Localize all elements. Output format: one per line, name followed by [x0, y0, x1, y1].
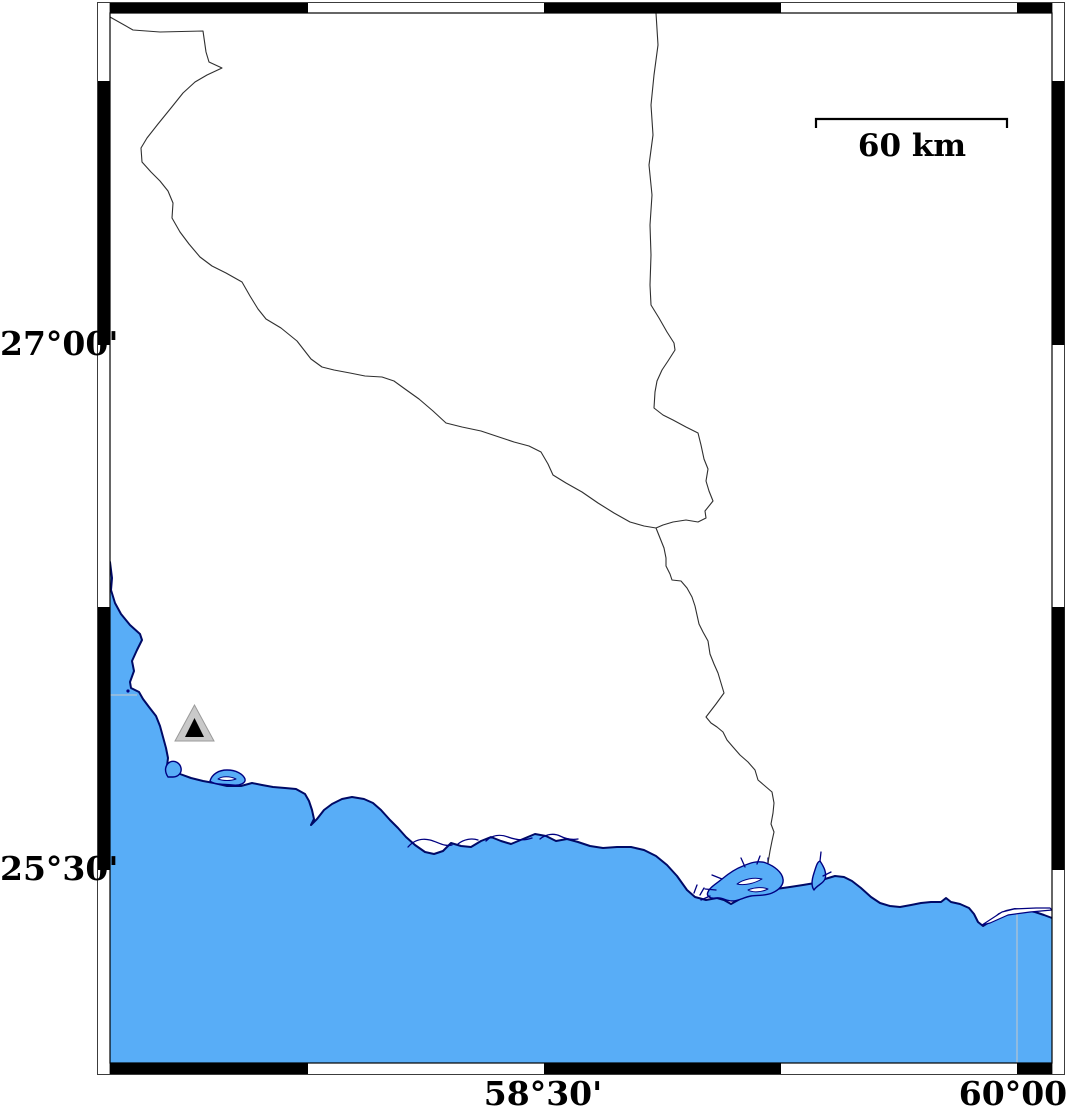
khor-small-east-spikes [819, 851, 832, 877]
frame-segment [544, 3, 781, 13]
boundary-line-north [648, 12, 714, 529]
khor-squiggle-4 [539, 833, 579, 841]
frame-segment [1052, 607, 1065, 870]
latitude-label-2530N: 25°30' [0, 849, 119, 888]
khor-small-east [811, 860, 827, 891]
map-frame [97, 2, 1065, 1075]
frame-segment [544, 1063, 781, 1074]
scale-bar-label: 60 km [857, 128, 967, 164]
latitude-label-27N: 27°00' [0, 324, 119, 363]
barrier-lagoon-east [981, 907, 1053, 926]
frame-segment [1017, 3, 1052, 13]
scale-bar [814, 117, 1009, 128]
frame-segment [1017, 1063, 1052, 1074]
frame-segment [98, 81, 110, 345]
longitude-label-5830E: 58°30' [483, 1074, 603, 1110]
frame-segment [98, 607, 110, 870]
lagoon-layer [126, 689, 1053, 926]
boundary-layer [109, 12, 775, 864]
coastline [109, 561, 1053, 927]
boundary-line-south [655, 527, 775, 864]
longitude-label-60E: 60°00' [958, 1074, 1066, 1110]
khor-small-west [164, 760, 182, 778]
lagoon-complex-sliver-1 [736, 877, 763, 886]
sea-fill [110, 562, 1052, 1063]
boundary-line-west [109, 16, 657, 529]
lagoon-complex-sliver-2 [747, 887, 769, 893]
sea-layer [110, 562, 1052, 1063]
islet-dot [126, 689, 130, 693]
frame-inner-border [109, 12, 1053, 1064]
khor-blob-west-sliver [217, 776, 237, 781]
triangle-marker-inner [185, 718, 204, 737]
khor-squiggle-3 [485, 834, 533, 842]
triangle-marker [174, 703, 215, 742]
frame-segment [1052, 81, 1065, 345]
frame-segment [110, 3, 308, 13]
khor-squiggle-2 [457, 838, 479, 845]
khor-squiggle-1 [407, 838, 453, 848]
frame-segment [110, 1063, 308, 1074]
khor-spikes-mid [693, 884, 705, 896]
